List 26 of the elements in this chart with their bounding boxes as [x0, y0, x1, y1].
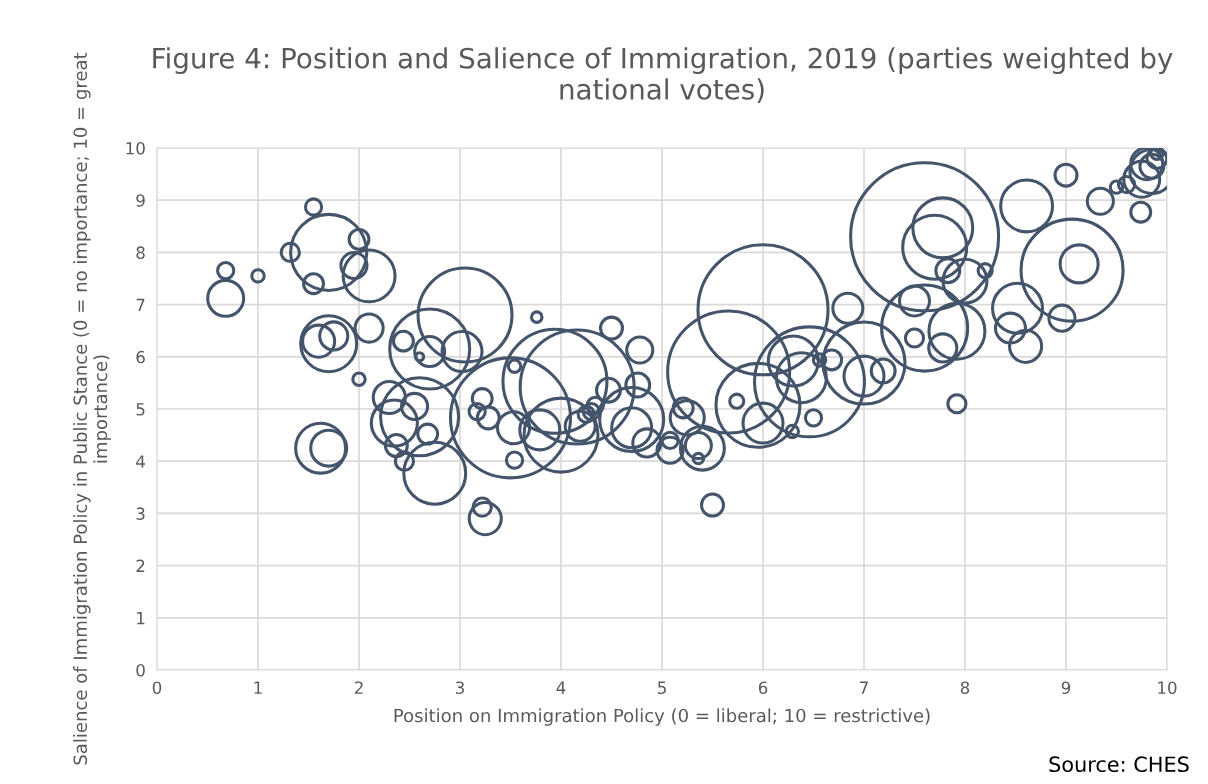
- x-tick-label: 10: [1158, 681, 1177, 695]
- x-tick-label: 6: [758, 681, 768, 695]
- x-tick-label: 9: [1061, 681, 1071, 695]
- x-tick-label: 2: [354, 681, 363, 694]
- y-tick-label: 5: [136, 403, 145, 416]
- y-tick-label: 0: [136, 663, 145, 677]
- y-axis-title: Salience of Immigration Policy in Public Stance (0 = no importance; 10 = great importance): [73, 52, 111, 765]
- x-tick-label: 1: [254, 681, 262, 694]
- x-axis-title: Position on Immigration Policy (0 = liberal; 10 = restrictive): [394, 708, 930, 726]
- source-note: Source: CHES: [1049, 756, 1189, 773]
- y-tick-label: 3: [136, 507, 145, 520]
- y-tick-label: 2: [136, 559, 145, 572]
- y-tick-label: 4: [136, 455, 145, 468]
- x-tick-label: 0: [152, 681, 162, 695]
- y-tick-label: 10: [126, 141, 145, 155]
- x-tick-label: 8: [960, 681, 970, 695]
- y-tick-label: 9: [136, 194, 145, 207]
- x-tick-label: 7: [860, 681, 868, 694]
- y-tick-label: 8: [136, 246, 145, 259]
- y-tick-label: 7: [136, 298, 145, 311]
- y-tick-label: 1: [137, 611, 145, 625]
- chart-title: Figure 4: Position and Salience of Immigration, 2019 (parties weighted by national votes): [153, 47, 1173, 104]
- x-tick-label: 4: [556, 681, 566, 694]
- y-tick-label: 6: [136, 350, 145, 364]
- x-tick-label: 5: [657, 681, 666, 695]
- x-tick-label: 3: [455, 681, 464, 695]
